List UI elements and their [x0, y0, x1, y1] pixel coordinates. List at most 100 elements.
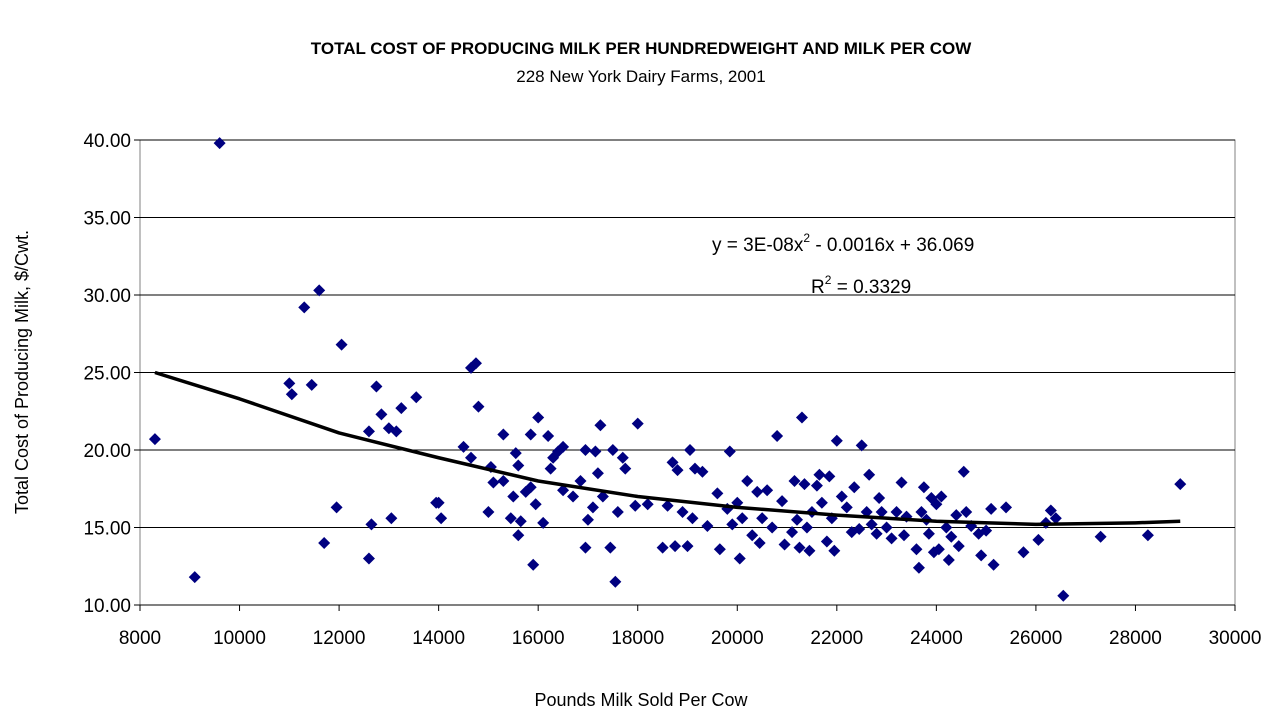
point	[542, 430, 555, 443]
point	[641, 498, 654, 511]
point	[860, 506, 873, 518]
point	[362, 425, 375, 438]
point	[527, 558, 540, 571]
point	[482, 506, 495, 518]
x-tick-label: 12000	[313, 628, 366, 649]
point	[469, 357, 482, 370]
x-tick-label: 28000	[1109, 628, 1162, 649]
y-tick-label: 20.00	[83, 441, 131, 462]
y-tick-label: 15.00	[83, 519, 131, 540]
point	[813, 468, 826, 481]
point	[362, 552, 375, 565]
chart-subtitle: 228 New York Dairy Farms, 2001	[516, 67, 765, 86]
point	[910, 543, 923, 556]
point	[669, 540, 682, 553]
point	[686, 512, 699, 525]
point	[1057, 589, 1070, 602]
x-tick-label: 24000	[910, 628, 963, 649]
point	[945, 530, 958, 543]
point	[557, 484, 570, 497]
point	[661, 499, 674, 512]
point	[741, 475, 754, 487]
trend-equation: y = 3E-08x2 - 0.0016x + 36.069	[712, 231, 974, 256]
x-tick-label: 22000	[810, 628, 863, 649]
x-tick-label: 10000	[213, 628, 266, 649]
point	[410, 391, 423, 404]
point	[800, 521, 813, 534]
point	[365, 518, 378, 531]
point	[524, 481, 537, 494]
point	[285, 388, 298, 401]
r-squared-part: = 0.3329	[831, 277, 911, 298]
point	[432, 496, 445, 509]
point	[616, 451, 629, 464]
point	[915, 506, 928, 518]
point	[815, 496, 828, 509]
point	[746, 529, 759, 542]
point	[726, 518, 739, 531]
point	[766, 521, 779, 534]
point	[318, 537, 331, 549]
point	[283, 377, 296, 390]
point	[793, 541, 806, 554]
y-tick-label: 35.00	[83, 209, 131, 230]
point	[567, 490, 580, 503]
point	[701, 519, 714, 532]
point	[736, 512, 749, 525]
y-tick-label: 25.00	[83, 364, 131, 385]
equation-sup: 2	[803, 231, 810, 245]
point	[756, 512, 769, 525]
x-tick-label: 16000	[512, 628, 565, 649]
point	[786, 526, 799, 539]
point	[676, 506, 689, 518]
point	[823, 470, 836, 483]
point	[791, 513, 803, 526]
point	[681, 540, 694, 553]
point	[619, 462, 632, 475]
x-tick-label: 14000	[412, 628, 465, 649]
point	[820, 535, 833, 548]
point	[464, 451, 477, 464]
x-tick-label: 30000	[1209, 628, 1262, 649]
point	[512, 529, 525, 542]
point	[579, 444, 592, 456]
point	[395, 402, 408, 415]
point	[544, 462, 557, 475]
point	[586, 501, 599, 514]
point	[1032, 533, 1045, 546]
point	[1044, 504, 1057, 517]
point	[1049, 512, 1062, 525]
point	[472, 400, 485, 413]
point	[514, 515, 527, 528]
point	[940, 521, 953, 534]
point	[840, 501, 853, 514]
x-tick-label: 26000	[1009, 628, 1062, 649]
point	[960, 506, 973, 518]
point	[957, 465, 970, 478]
point	[606, 444, 619, 456]
r-squared: R2 = 0.3329	[811, 273, 911, 298]
point	[865, 518, 878, 531]
point	[890, 506, 903, 518]
x-axis-label: Pounds Milk Sold Per Cow	[534, 690, 748, 710]
point	[853, 523, 866, 536]
point	[885, 532, 898, 545]
point	[776, 495, 789, 508]
point	[611, 506, 624, 518]
x-tick-label: 8000	[119, 628, 161, 649]
point	[631, 417, 644, 430]
point	[497, 475, 510, 487]
point	[863, 468, 876, 481]
point	[696, 465, 709, 478]
point	[803, 544, 816, 557]
x-tick-label: 18000	[611, 628, 664, 649]
y-tick-label: 30.00	[83, 286, 131, 307]
point	[980, 524, 993, 537]
point	[594, 419, 607, 432]
r-squared-part: R	[811, 277, 825, 298]
point	[788, 475, 801, 487]
point	[795, 411, 808, 424]
point	[873, 492, 886, 505]
point	[935, 490, 948, 503]
